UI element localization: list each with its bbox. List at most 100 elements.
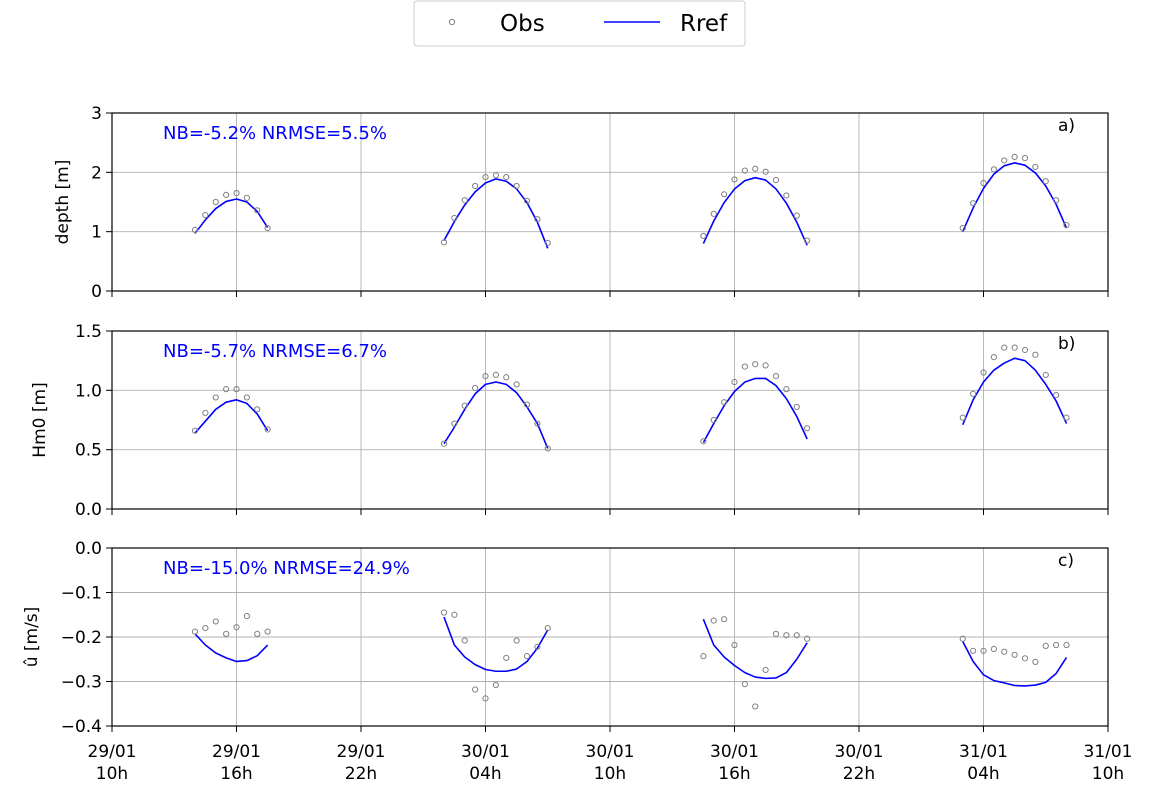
obs-point xyxy=(461,637,468,644)
panel-velocity-obs-points xyxy=(191,609,1070,710)
obs-point xyxy=(1042,371,1049,379)
obs-point xyxy=(264,628,271,635)
x-tick-label-hour: 10h xyxy=(1092,764,1124,784)
obs-point xyxy=(482,695,489,702)
obs-point xyxy=(1063,414,1070,421)
obs-point xyxy=(523,653,531,660)
panel-hm0-xticks xyxy=(111,509,1109,515)
obs-point xyxy=(264,225,271,232)
obs-point xyxy=(440,239,448,246)
x-tick-label-date: 30/01 xyxy=(461,742,510,762)
obs-point xyxy=(440,609,448,616)
obs-point xyxy=(233,190,240,197)
y-tick-label: 0.0 xyxy=(75,500,102,520)
x-tick-label-hour: 10h xyxy=(594,764,626,784)
x-tick-label-hour: 22h xyxy=(345,764,377,784)
x-tick-label-hour: 10h xyxy=(96,764,128,784)
obs-point xyxy=(492,172,499,179)
obs-point xyxy=(534,420,541,427)
obs-point xyxy=(1042,642,1049,650)
obs-point xyxy=(472,384,479,392)
obs-point xyxy=(1001,344,1008,351)
obs-point xyxy=(1011,344,1018,351)
panel-depth-ylabel: depth [m] xyxy=(53,160,73,245)
x-tick-label-date: 29/01 xyxy=(88,742,137,762)
legend-obs-marker xyxy=(448,18,456,26)
obs-point xyxy=(990,354,997,361)
obs-point xyxy=(721,399,728,406)
x-tick-label-date: 31/01 xyxy=(959,742,1008,762)
obs-point xyxy=(451,611,458,618)
panel-velocity-tag: c) xyxy=(1058,551,1074,571)
obs-point xyxy=(710,210,717,217)
legend-obs-label: Obs xyxy=(500,11,545,37)
obs-point xyxy=(741,681,748,688)
panel-hm0: 0.0 0.5 1.0 1.5 Hm0 [m] NB=-5.7% NRMSE=6.7%… xyxy=(30,322,1109,520)
panel-velocity-xticks xyxy=(111,726,1109,732)
obs-point xyxy=(783,192,790,199)
x-tick-label-hour: 16h xyxy=(220,764,252,784)
obs-point xyxy=(523,401,531,408)
obs-point xyxy=(503,654,510,662)
obs-point xyxy=(482,173,489,181)
panel-depth-model-line xyxy=(194,162,1068,249)
obs-point xyxy=(212,618,219,625)
obs-point xyxy=(731,378,738,386)
obs-point xyxy=(1011,153,1018,161)
obs-point xyxy=(1063,222,1070,229)
obs-point xyxy=(1063,641,1070,649)
y-tick-label: −0.3 xyxy=(61,673,102,693)
model-line-segment xyxy=(443,616,549,673)
y-tick-label: −0.1 xyxy=(61,584,102,604)
obs-point xyxy=(191,628,199,635)
obs-point xyxy=(202,211,209,219)
obs-point xyxy=(1021,154,1029,162)
x-tick-label-hour: 04h xyxy=(967,764,999,784)
obs-point xyxy=(202,409,209,416)
obs-point xyxy=(191,226,199,233)
x-tick-label-date: 29/01 xyxy=(337,742,386,762)
x-tick-label-hour: 04h xyxy=(469,764,501,784)
obs-point xyxy=(513,381,520,388)
obs-point xyxy=(233,386,240,393)
obs-point xyxy=(451,214,458,222)
model-line-segment xyxy=(962,641,1068,687)
obs-point xyxy=(503,173,510,181)
obs-point xyxy=(762,362,769,369)
model-line-segment xyxy=(702,377,808,443)
obs-point xyxy=(1001,648,1008,655)
model-line-segment xyxy=(443,178,549,249)
obs-point xyxy=(191,427,199,434)
obs-point xyxy=(544,445,551,452)
x-tick-labels: 29/0110h29/0116h29/0122h30/0104h30/0110h… xyxy=(88,742,1133,784)
panel-velocity-ylabel: û [m/s] xyxy=(22,607,42,668)
y-tick-label: 0 xyxy=(91,282,102,302)
obs-point xyxy=(721,191,728,198)
obs-point xyxy=(731,176,738,183)
obs-point xyxy=(513,182,520,190)
obs-point xyxy=(762,666,769,674)
obs-point xyxy=(990,166,997,173)
obs-point xyxy=(1001,157,1008,164)
obs-point xyxy=(254,207,261,214)
obs-point xyxy=(772,630,780,637)
panel-hm0-stats: NB=-5.7% NRMSE=6.7% xyxy=(163,341,387,362)
obs-point xyxy=(212,198,219,206)
model-line-segment xyxy=(702,618,808,680)
obs-point xyxy=(223,191,230,198)
model-line-segment xyxy=(962,162,1068,232)
obs-point xyxy=(223,630,230,637)
obs-point xyxy=(1021,655,1029,662)
obs-point xyxy=(700,232,707,239)
obs-point xyxy=(461,402,468,409)
obs-point xyxy=(472,686,479,693)
panel-hm0-tag: b) xyxy=(1058,334,1075,354)
panel-depth-xticks xyxy=(111,291,1109,297)
obs-point xyxy=(752,165,759,172)
panel-velocity-yticks: −0.4 −0.3 −0.2 −0.1 0.0 xyxy=(61,539,112,737)
obs-point xyxy=(534,643,541,650)
model-line-segment xyxy=(962,357,1068,426)
obs-point xyxy=(731,641,738,649)
y-tick-label: 0.5 xyxy=(75,441,102,461)
